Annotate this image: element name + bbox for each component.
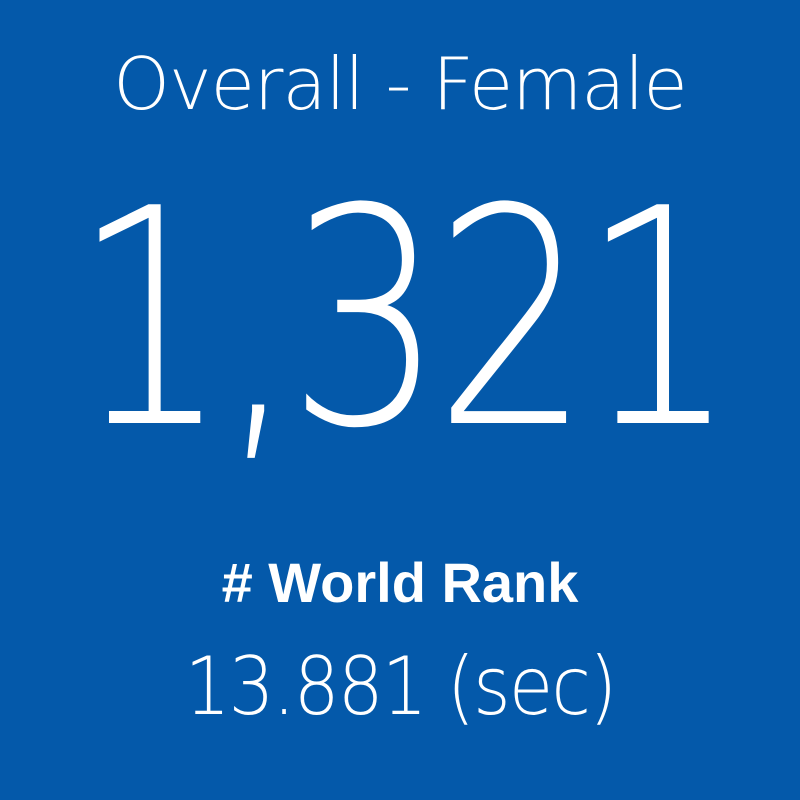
tile-label: # World Rank <box>221 551 579 614</box>
tile-value: 1,321 <box>72 145 737 494</box>
tile-title: Overall - Female <box>113 42 687 126</box>
tile-detail: 13.881 (sec) <box>184 640 618 733</box>
